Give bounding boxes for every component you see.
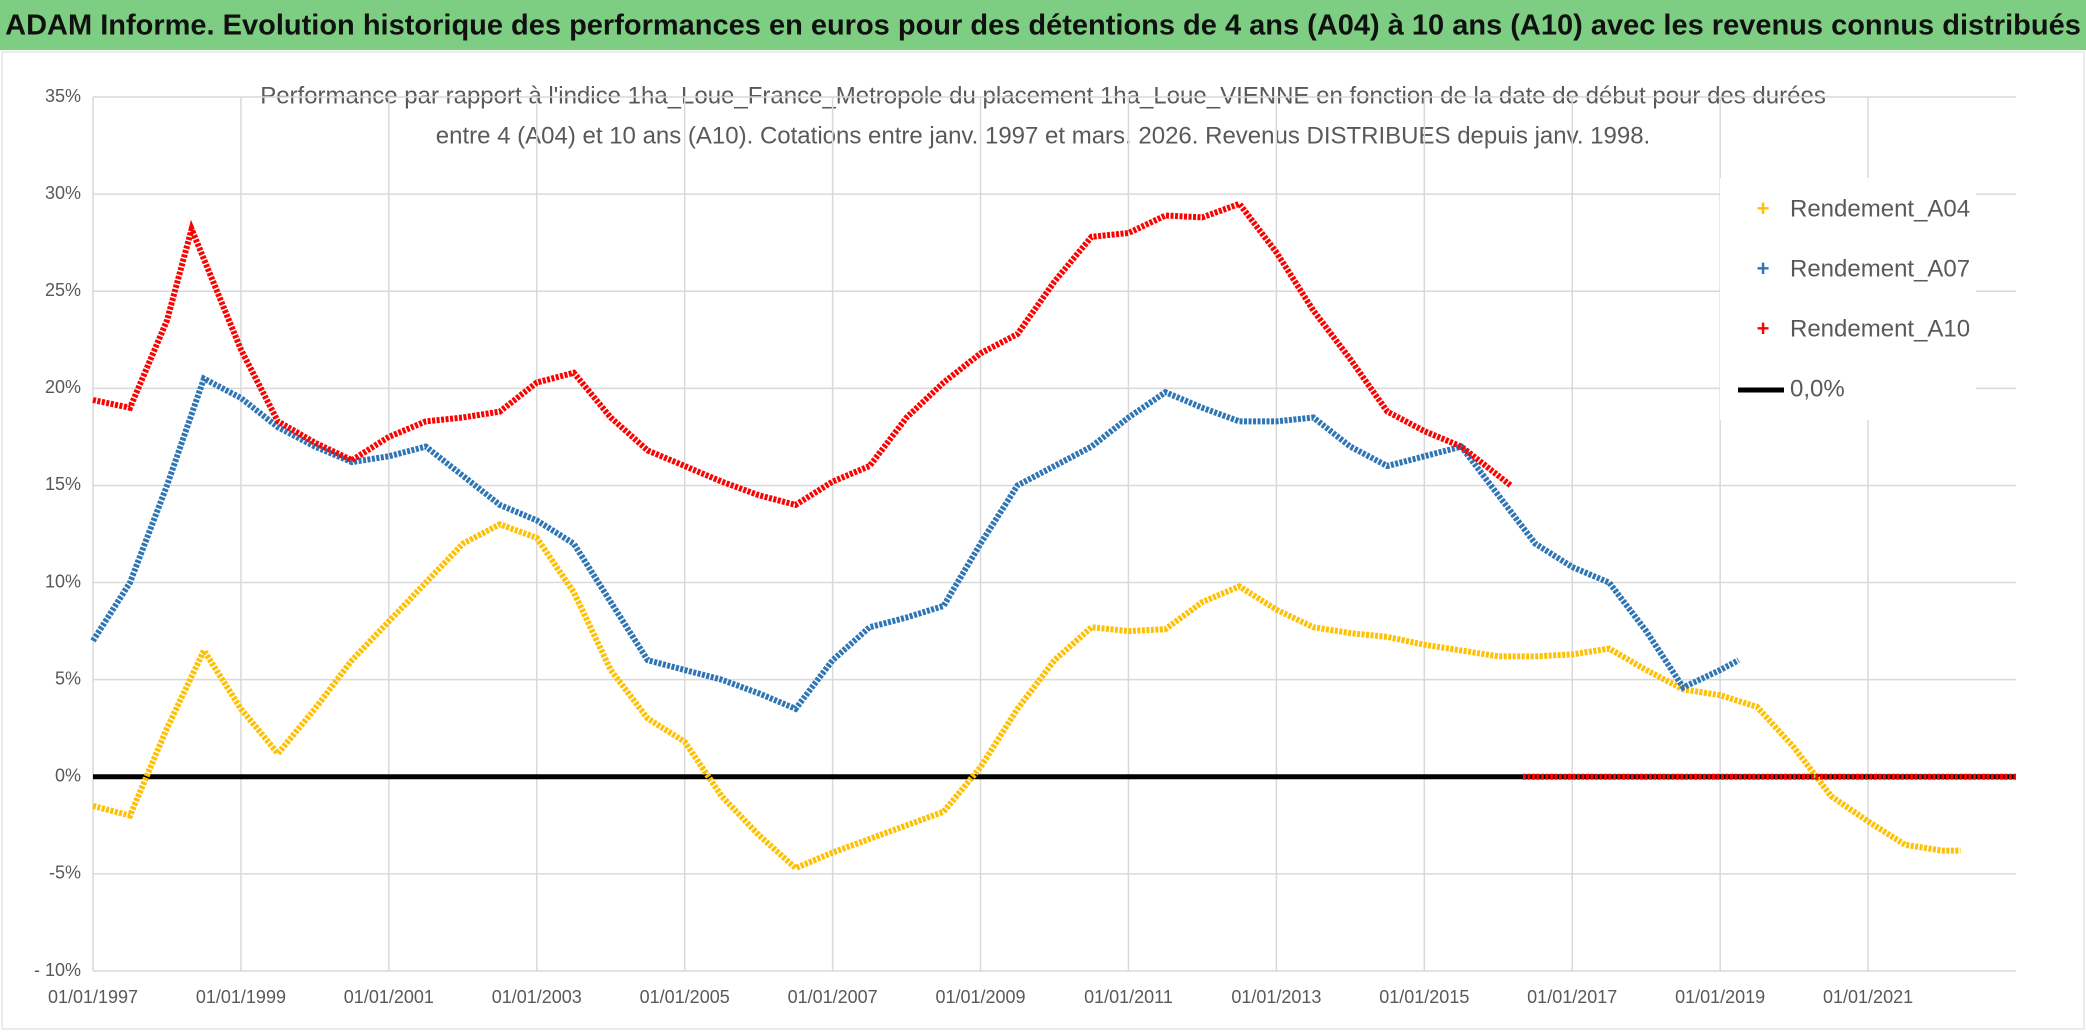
legend-label: Rendement_A10 [1790,315,1970,342]
x-tick-label: 01/01/2017 [1527,987,1617,1007]
header-bar [0,0,2086,50]
y-tick-label: 5% [55,668,81,688]
chart-title: entre 4 (A04) et 10 ans (A10). Cotations… [436,122,1650,149]
x-tick-label: 01/01/2003 [492,987,582,1007]
y-tick-label: -5% [49,863,81,883]
x-tick-label: 01/01/2011 [1084,987,1173,1007]
series-line [90,374,1741,713]
legend-marker: + [1757,196,1770,221]
legend-label: Rendement_A07 [1790,255,1970,282]
x-tick-label: 01/01/2015 [1379,987,1469,1007]
x-tick-label: 01/01/1997 [48,987,138,1007]
chart-title: Performance par rapport à l'indice 1ha_L… [260,82,1826,109]
x-tick-label: 01/01/1999 [196,987,286,1007]
y-tick-label: 35% [45,86,81,106]
legend-label: Rendement_A04 [1790,195,1970,222]
header-title: ADAM Informe. Evolution historique des p… [5,10,2081,42]
y-tick-label: 25% [45,280,81,300]
x-tick-label: 01/01/2001 [344,987,434,1007]
y-tick-label: - 10% [34,960,81,980]
y-tick-label: 30% [45,183,81,203]
x-tick-label: 01/01/2019 [1675,987,1765,1007]
x-tick-label: 01/01/2009 [935,987,1025,1007]
legend-label: 0,0% [1790,375,1845,402]
series-line [92,200,2016,780]
x-tick-label: 01/01/2005 [640,987,730,1007]
x-tick-label: 01/01/2013 [1231,987,1321,1007]
chart-frame [1,51,2085,1030]
y-tick-label: 20% [45,377,81,397]
y-tick-label: 15% [45,474,81,494]
legend-marker: + [1757,316,1770,341]
series-line [92,521,1961,872]
y-tick-label: 10% [45,571,81,591]
y-tick-label: 0% [55,766,81,786]
legend-box [1720,178,1976,420]
legend-marker: + [1757,256,1770,281]
x-tick-label: 01/01/2021 [1823,987,1913,1007]
x-tick-label: 01/01/2007 [788,987,878,1007]
